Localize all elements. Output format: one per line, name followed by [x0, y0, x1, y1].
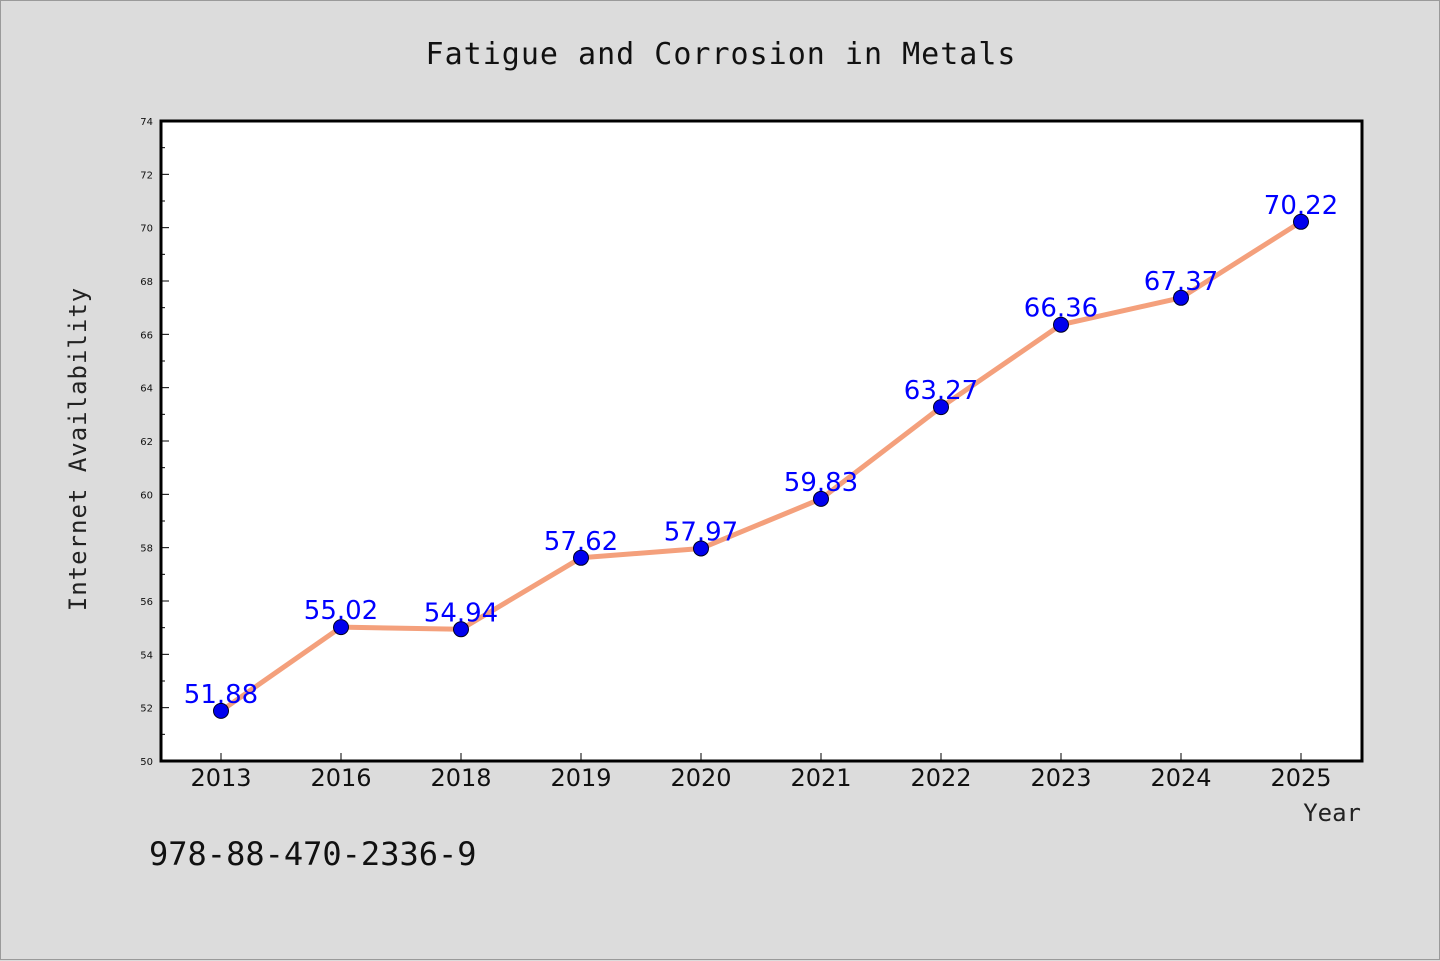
x-tick-label: 2021 [790, 764, 851, 792]
y-tick-label: 66 [140, 330, 153, 341]
data-point [693, 540, 709, 557]
footer-isbn: 978-88-470-2336-9 [149, 835, 477, 873]
x-axis-label: Year [1303, 799, 1361, 827]
x-tick-label: 2022 [910, 764, 971, 792]
x-tick-label: 2023 [1030, 764, 1091, 792]
y-axis-label: Internet Availability [64, 287, 92, 611]
data-label: 66.36 [1024, 294, 1098, 324]
data-label: 51.88 [184, 680, 258, 710]
y-tick-label: 62 [140, 437, 153, 448]
x-tick-label: 2013 [190, 764, 251, 792]
data-label: 59.83 [784, 468, 858, 498]
data-label: 55.02 [304, 596, 378, 626]
data-point [1173, 289, 1189, 306]
y-tick-label: 70 [140, 224, 153, 235]
x-axis: 2013 2016 2018 2019 2020 2021 2022 2023 2024 2025 [190, 753, 1332, 792]
y-tick-label: 68 [140, 277, 153, 288]
x-tick-label: 2019 [550, 764, 611, 792]
y-tick-label: 72 [140, 170, 153, 181]
data-point [1053, 316, 1069, 333]
data-point [573, 549, 589, 566]
y-tick-label: 60 [140, 490, 153, 501]
x-tick-label: 2020 [670, 764, 731, 792]
y-axis: 50 52 54 56 58 60 62 64 66 68 70 72 74 [140, 117, 169, 768]
data-point [213, 702, 229, 719]
x-tick-label: 2016 [310, 764, 371, 792]
data-label: 54.94 [424, 598, 498, 628]
y-tick-label: 50 [140, 757, 153, 768]
series-line [218, 219, 1304, 714]
data-point [333, 619, 349, 636]
data-point [1293, 213, 1309, 230]
data-label: 63.27 [904, 376, 978, 406]
series-group: 51.88 55.02 54.94 57.62 57.97 59.83 63.27 66.36… [184, 191, 1338, 719]
data-point [813, 490, 829, 507]
data-point [453, 621, 469, 638]
data-label: 67.37 [1144, 267, 1218, 297]
x-tick-label: 2018 [430, 764, 491, 792]
data-label: 57.97 [664, 517, 738, 547]
y-tick-label: 54 [140, 650, 153, 661]
data-point [933, 399, 949, 416]
y-tick-label: 52 [140, 704, 153, 715]
x-tick-label: 2025 [1270, 764, 1331, 792]
plot-area [159, 119, 1364, 763]
data-label: 70.22 [1264, 191, 1338, 221]
data-label: 57.62 [544, 527, 618, 557]
y-tick-label: 56 [140, 597, 153, 608]
y-tick-label: 58 [140, 544, 153, 555]
chart-title: Fatigue and Corrosion in Metals [426, 37, 1017, 72]
x-tick-label: 2024 [1150, 764, 1211, 792]
y-tick-label: 64 [140, 384, 153, 395]
y-tick-label: 74 [140, 117, 153, 128]
